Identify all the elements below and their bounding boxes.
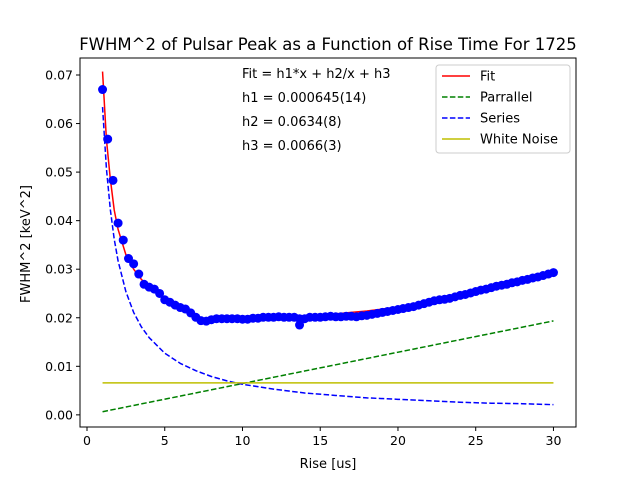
y-tick-label: 0.00 bbox=[45, 407, 73, 422]
y-tick-label: 0.05 bbox=[45, 165, 73, 180]
legend-fit-label: Fit bbox=[480, 70, 495, 85]
x-tick-label: 5 bbox=[161, 433, 169, 448]
legend-series-label: Series bbox=[480, 112, 520, 127]
h1-annotation: h1 = 0.000645(14) bbox=[242, 91, 366, 106]
y-tick-label: 0.06 bbox=[45, 116, 73, 131]
x-axis-title: Rise [us] bbox=[300, 457, 357, 472]
y-tick-label: 0.04 bbox=[45, 213, 73, 228]
series-line bbox=[101, 106, 554, 406]
series-layer bbox=[98, 71, 558, 413]
h3-annotation: h3 = 0.0066(3) bbox=[242, 139, 342, 154]
y-tick-label: 0.07 bbox=[45, 67, 73, 82]
data-point bbox=[134, 269, 144, 279]
legend-white-noise-label: White Noise bbox=[480, 133, 558, 148]
axes-layer: 0 5 10 15 20 25 30 0.00 0.01 0.02 0.03 0.04 0.05 0.06… bbox=[45, 57, 577, 448]
data-point bbox=[103, 134, 113, 144]
x-tick-label: 0 bbox=[83, 433, 91, 448]
data-point bbox=[98, 85, 108, 95]
y-tick-label: 0.01 bbox=[45, 359, 73, 374]
data-point-outlier bbox=[295, 320, 305, 330]
x-tick-label: 10 bbox=[235, 433, 251, 448]
data-point bbox=[155, 288, 165, 298]
data-point bbox=[108, 175, 118, 185]
h2-annotation: h2 = 0.0634(8) bbox=[242, 115, 342, 130]
x-tick-label: 15 bbox=[312, 433, 328, 448]
plot-frame bbox=[79, 57, 577, 428]
y-axis-title: FWHM^2 [keV^2] bbox=[19, 185, 34, 303]
fit-formula-annotation: Fit = h1*x + h2/x + h3 bbox=[242, 67, 391, 82]
fit-annotations: Fit = h1*x + h2/x + h3 h1 = 0.000645(14)… bbox=[242, 67, 391, 154]
x-tick-label: 25 bbox=[468, 433, 484, 448]
legend: Fit Parrallel Series White Noise bbox=[435, 64, 571, 154]
chart-title: FWHM^2 of Pulsar Peak as a Function of R… bbox=[79, 35, 577, 54]
legend-box bbox=[435, 64, 571, 154]
data-point bbox=[129, 259, 139, 269]
y-tick-label: 0.03 bbox=[45, 262, 73, 277]
legend-parallel-label: Parrallel bbox=[480, 91, 532, 106]
data-point bbox=[548, 268, 558, 278]
parrallel-line bbox=[102, 320, 554, 413]
x-tick-label: 30 bbox=[546, 433, 562, 448]
data-point bbox=[113, 218, 123, 228]
x-tick-label: 20 bbox=[390, 433, 406, 448]
data-point bbox=[118, 235, 128, 245]
y-tick-label: 0.02 bbox=[45, 310, 73, 325]
